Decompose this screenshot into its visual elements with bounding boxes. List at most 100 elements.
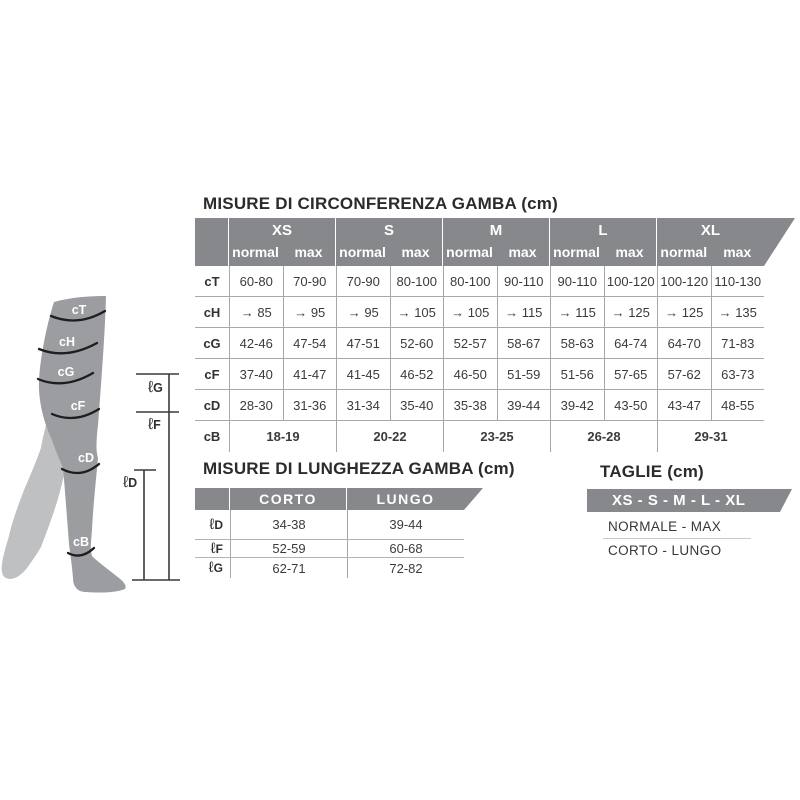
- table-cell: 47-51: [336, 328, 390, 358]
- table-cell: → 85: [229, 297, 283, 327]
- taglie-fit-line: NORMALE - MAX: [608, 519, 722, 534]
- table-cell: 41-45: [336, 359, 390, 389]
- table-cell: → 115: [550, 297, 604, 327]
- table-cell: 52-59: [230, 540, 347, 557]
- subheader-normal: normal: [232, 244, 279, 260]
- length-label-lF: ℓF: [148, 416, 161, 433]
- length-table-header: CORTO LUNGO: [195, 488, 483, 510]
- table-cell: 43-50: [603, 390, 658, 420]
- table-cell: 43-47: [657, 390, 711, 420]
- table-cell: 58-67: [496, 328, 551, 358]
- table-cell: → 105: [389, 297, 444, 327]
- table-cell: 47-54: [282, 328, 337, 358]
- table-cell: 70-90: [336, 266, 390, 296]
- table-cell: 58-63: [550, 328, 604, 358]
- band-cB: [66, 546, 96, 557]
- table-cell-span: 18-19: [229, 421, 336, 452]
- subheader-normal: normal: [553, 244, 600, 260]
- table-cell: 31-36: [282, 390, 337, 420]
- band-labels: cT cH cG cF cD cB: [58, 303, 94, 549]
- table-cell: → 95: [282, 297, 337, 327]
- length-row-lG: ℓG 62-71 72-82: [195, 558, 464, 578]
- table-cell: 46-52: [389, 359, 444, 389]
- band-label-cF: cF: [71, 399, 86, 413]
- table-cell: 60-80: [229, 266, 283, 296]
- subheader-max: max: [401, 244, 430, 260]
- length-label-lD: ℓD: [123, 474, 137, 491]
- measure-bands: [36, 309, 107, 557]
- table-cell: → 125: [657, 297, 711, 327]
- length-row-lF: ℓF 52-59 60-68: [195, 540, 464, 558]
- table-cell: 71-83: [710, 328, 765, 358]
- row-label: ℓD: [209, 515, 223, 533]
- table-cell-span: 23-25: [443, 421, 550, 452]
- header-group-m: M normal max: [443, 218, 550, 266]
- subheader-normal: normal: [339, 244, 386, 260]
- row-label: cF: [204, 367, 220, 382]
- length-label-lG: ℓG: [148, 379, 163, 396]
- row-label: cH: [203, 305, 221, 320]
- band-cT: [49, 309, 107, 322]
- header-corner-cell: [195, 218, 229, 266]
- table-cell-span: 26-28: [550, 421, 657, 452]
- table-row-cF: cF 37-40 41-47 41-45 46-52 46-50 51-59 5…: [195, 359, 764, 390]
- table-cell: 100-120: [603, 266, 658, 296]
- table-cell: 80-100: [389, 266, 444, 296]
- band-cD: [60, 462, 101, 475]
- table-cell: 62-71: [230, 558, 347, 578]
- subheader-max: max: [294, 244, 323, 260]
- leg-measurement-diagram: cT cH cG cF cD cB ℓG ℓF ℓD: [1, 296, 180, 593]
- subheader-max: max: [723, 244, 752, 260]
- length-labels: ℓG ℓF ℓD: [123, 379, 163, 491]
- table-cell: 39-44: [496, 390, 551, 420]
- table-cell: 46-50: [443, 359, 497, 389]
- header-group-xl: XL normal max: [657, 218, 764, 266]
- size-label: L: [598, 222, 608, 239]
- header-group-xs: XS normal max: [229, 218, 336, 266]
- taglie-divider: [603, 538, 751, 539]
- table-cell: 64-70: [657, 328, 711, 358]
- table-cell: 90-110: [496, 266, 551, 296]
- table-cell: 37-40: [229, 359, 283, 389]
- size-label: S: [383, 222, 394, 239]
- band-label-cB: cB: [73, 535, 89, 549]
- table-cell: 63-73: [710, 359, 765, 389]
- taglie-sizes-banner: XS - S - M - L - XL: [587, 489, 792, 512]
- subheader-max: max: [508, 244, 537, 260]
- table-cell: 48-55: [710, 390, 765, 420]
- band-cG: [36, 371, 95, 385]
- taglie-length-line: CORTO - LUNGO: [608, 543, 722, 558]
- row-label: ℓG: [208, 559, 223, 576]
- table-cell: 52-60: [389, 328, 444, 358]
- column-corto: CORTO: [230, 488, 347, 510]
- length-table-title: MISURE DI LUNGHEZZA GAMBA (cm): [203, 459, 515, 478]
- circumference-table-title: MISURE DI CIRCONFERENZA GAMBA (cm): [203, 194, 558, 213]
- table-cell: 35-40: [389, 390, 444, 420]
- header-corner-cell: [195, 488, 230, 510]
- table-cell: → 125: [603, 297, 658, 327]
- row-label: cG: [203, 336, 221, 351]
- table-row-cG: cG 42-46 47-54 47-51 52-60 52-57 58-67 5…: [195, 328, 764, 359]
- length-row-lD: ℓD 34-38 39-44: [195, 510, 464, 540]
- table-cell: → 105: [443, 297, 497, 327]
- table-cell: 90-110: [550, 266, 604, 296]
- table-cell: 42-46: [229, 328, 283, 358]
- table-cell: 57-62: [657, 359, 711, 389]
- table-cell-span: 20-22: [336, 421, 443, 452]
- header-group-s: S normal max: [336, 218, 443, 266]
- table-cell: 80-100: [443, 266, 497, 296]
- table-cell: 72-82: [347, 558, 464, 578]
- table-row-cT: cT 60-80 70-90 70-90 80-100 80-100 90-11…: [195, 266, 764, 297]
- row-label: cT: [204, 274, 220, 289]
- size-label: M: [489, 222, 503, 239]
- table-cell: 35-38: [443, 390, 497, 420]
- table-cell: 64-74: [603, 328, 658, 358]
- band-label-cH: cH: [59, 335, 75, 349]
- table-cell: → 115: [496, 297, 551, 327]
- table-row-cD: cD 28-30 31-36 31-34 35-40 35-38 39-44 3…: [195, 390, 764, 421]
- row-label: cD: [203, 398, 221, 413]
- band-cF: [50, 407, 101, 420]
- circumference-table-header: XS normal max S normal max M normal max L n…: [195, 218, 795, 266]
- table-cell: 31-34: [336, 390, 390, 420]
